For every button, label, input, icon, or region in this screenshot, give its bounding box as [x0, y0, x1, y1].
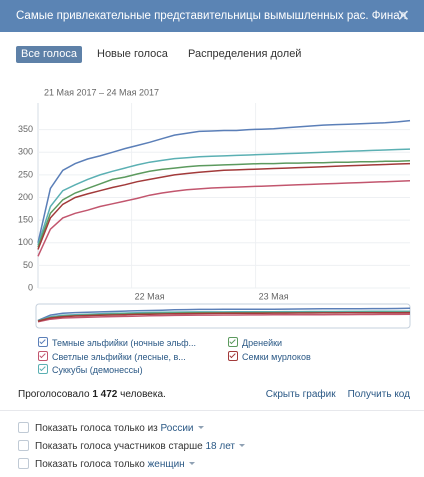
filter-option[interactable]: 18 лет: [205, 441, 236, 452]
series-line: [37, 180, 411, 257]
navigator-line: [37, 307, 411, 322]
tab[interactable]: Новые голоса: [97, 48, 168, 60]
filter-option[interactable]: женщин: [147, 459, 185, 470]
legend-item[interactable]: Светлые эльфийки (лесные, в...: [38, 350, 186, 364]
navigator-line: [37, 310, 410, 322]
legend-item[interactable]: Семки мурлоков: [228, 350, 311, 364]
legend-checkbox: [38, 350, 48, 361]
tab[interactable]: Все голоса: [16, 46, 82, 63]
legend-label: Семки мурлоков: [242, 351, 311, 362]
series-line: [37, 160, 411, 248]
close[interactable]: ✕: [396, 8, 410, 25]
filter[interactable]: Показать голоса участников старше 18 лет: [18, 440, 246, 452]
legend-label: Светлые эльфийки (лесные, в...: [52, 351, 186, 362]
series-line: [37, 162, 411, 250]
link[interactable]: Скрыть график: [265, 389, 336, 400]
legend-item[interactable]: Дренейки: [228, 337, 282, 350]
voted-suffix: человека.: [120, 389, 166, 400]
link[interactable]: Получить код: [347, 389, 410, 400]
navigator-line: [37, 311, 411, 322]
filter-text: Показать голоса только: [35, 459, 145, 470]
filter[interactable]: Показать голоса только из России: [18, 422, 204, 434]
header: Самые привлекательные представительницы …: [0, 0, 424, 32]
filter[interactable]: Показать голоса только женщин: [18, 458, 195, 470]
title: Самые привлекательные представительницы …: [16, 10, 407, 22]
y-tick-label: 200: [18, 192, 33, 202]
checkbox: [18, 440, 29, 451]
caret: [239, 444, 246, 450]
legend-checkbox: [38, 337, 48, 347]
y-tick-label: 50: [23, 260, 33, 270]
legend-checkbox: [228, 350, 238, 361]
chart: 21 Мая 2017 – 24 Мая 2017 0 50 100 150 200 25…: [18, 87, 411, 329]
divider: [0, 410, 424, 411]
y-tick-label: 150: [18, 215, 33, 225]
voted-prefix: Проголосовало: [18, 389, 90, 400]
checkbox: [18, 422, 29, 433]
checkbox: [18, 458, 29, 469]
links: Скрыть график Получить код: [266, 389, 410, 400]
y-tick-label: 300: [18, 147, 33, 157]
legend-label: Дренейки: [242, 338, 283, 348]
legend-label: Суккубы (демонессы): [52, 365, 143, 375]
subtitle: 21 Мая 2017 – 24 Мая 2017: [44, 87, 159, 97]
y-tick-label: 0: [28, 282, 33, 292]
legend-label: Темные эльфийки (ночные эльф...: [52, 338, 197, 348]
y-tick-label: 350: [18, 124, 33, 134]
caret: [197, 426, 204, 432]
series-line: [37, 148, 411, 246]
navigator: [35, 303, 411, 329]
legend: Темные эльфийки (ночные эльф... Светлые э…: [38, 337, 418, 379]
legend-item[interactable]: Суккубы (демонессы): [38, 364, 143, 377]
x-tick-label: 22 Мая: [135, 291, 165, 301]
legend-item[interactable]: Темные эльфийки (ночные эльф...: [38, 337, 196, 350]
filter-option[interactable]: России: [160, 423, 194, 434]
series-line: [37, 119, 411, 243]
voted-count: 1 472: [92, 389, 118, 400]
legend-checkbox: [38, 364, 48, 374]
filter-text: Показать голоса участников старше: [35, 441, 203, 452]
tab[interactable]: Распределения долей: [188, 48, 302, 60]
legend-checkbox: [228, 337, 238, 347]
navigator-line: [37, 313, 411, 323]
caret: [188, 462, 195, 468]
y-tick-label: 100: [18, 237, 33, 247]
y-tick-label: 250: [18, 169, 33, 179]
x-tick-label: 23 Мая: [259, 291, 289, 301]
filter-text: Показать голоса только из: [35, 423, 158, 434]
voted: Проголосовало 1 472 человека.: [18, 389, 166, 400]
